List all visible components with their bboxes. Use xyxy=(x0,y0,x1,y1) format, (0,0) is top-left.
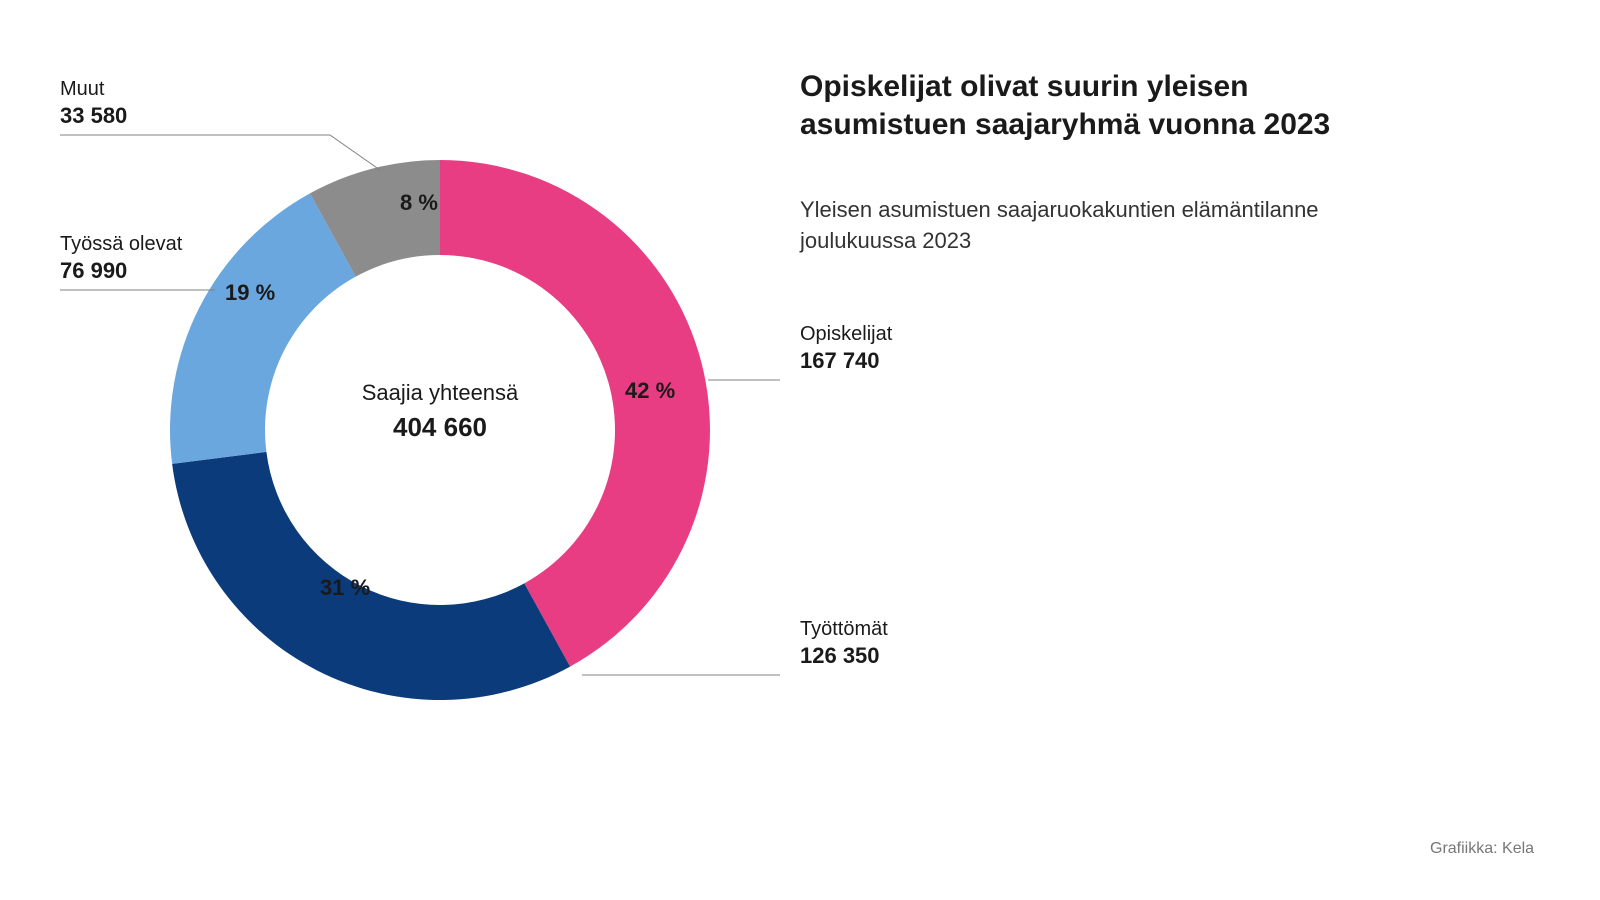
slice-tyottomat xyxy=(172,452,570,700)
callout-opiskelijat-value: 167 740 xyxy=(800,348,892,374)
pct-opiskelijat: 42 % xyxy=(625,378,675,404)
chart-credit: Grafiikka: Kela xyxy=(1430,840,1534,858)
pct-tyottomat: 31 % xyxy=(320,575,370,601)
callout-muut: Muut 33 580 xyxy=(60,78,127,129)
callout-opiskelijat: Opiskelijat 167 740 xyxy=(800,323,892,374)
center-total-value: 404 660 xyxy=(320,412,560,443)
chart-subtitle: Yleisen asumistuen saajaruokakuntien elä… xyxy=(800,195,1360,257)
callout-opiskelijat-name: Opiskelijat xyxy=(800,323,892,346)
callout-tyottomat-value: 126 350 xyxy=(800,643,888,669)
pct-tyossa-olevat: 19 % xyxy=(225,280,275,306)
center-total-label: Saajia yhteensä xyxy=(320,380,560,406)
center-total: Saajia yhteensä 404 660 xyxy=(320,380,560,443)
callout-tyottomat-name: Työttömät xyxy=(800,618,888,641)
callout-tyossa-olevat-value: 76 990 xyxy=(60,258,182,284)
callout-muut-value: 33 580 xyxy=(60,103,127,129)
pct-muut: 8 % xyxy=(400,190,438,216)
callout-tyossa-olevat-name: Työssä olevat xyxy=(60,233,182,256)
chart-title: Opiskelijat olivat suurin yleisen asumis… xyxy=(800,68,1360,143)
callout-tyottomat: Työttömät 126 350 xyxy=(800,618,888,669)
callout-tyossa-olevat: Työssä olevat 76 990 xyxy=(60,233,182,284)
leader-muut xyxy=(60,135,380,170)
callout-muut-name: Muut xyxy=(60,78,127,101)
